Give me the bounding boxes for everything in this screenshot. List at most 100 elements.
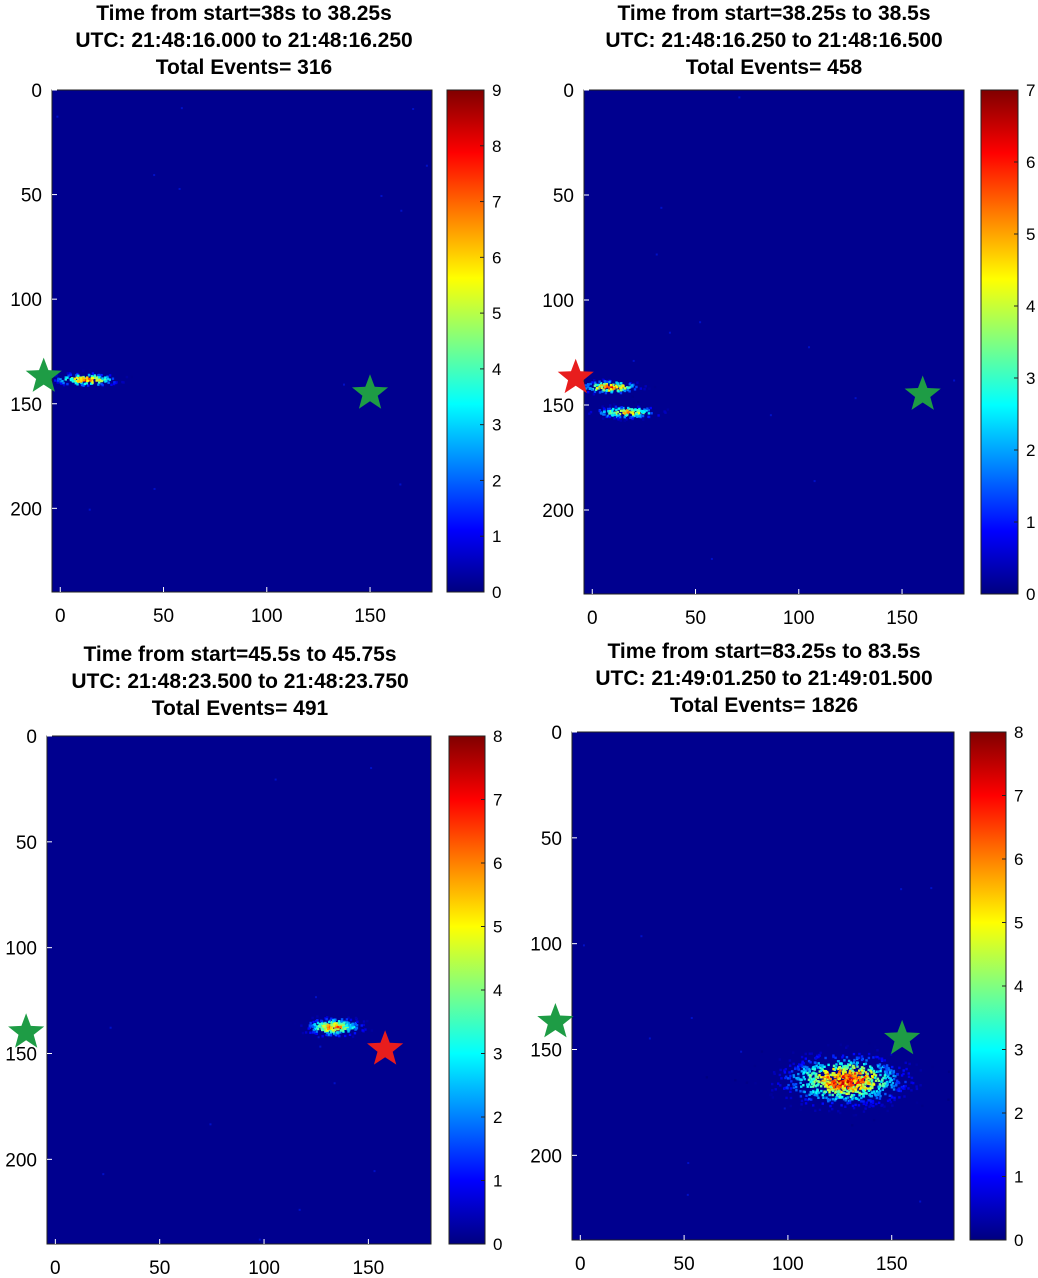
heatmap-cell	[69, 373, 72, 377]
heatmap-cell	[586, 390, 590, 394]
event-cluster	[705, 1042, 951, 1127]
heatmap-cell	[334, 1018, 337, 1021]
heatmap-cell	[881, 1065, 885, 1069]
heatmap-cell	[113, 381, 116, 384]
heatmap-cell	[919, 1069, 923, 1072]
heatmap-cell	[883, 1082, 887, 1085]
heatmap-cell	[809, 1076, 812, 1079]
heatmap-cell	[895, 1079, 899, 1082]
heatmap-cell	[826, 1086, 829, 1089]
heatmap-cell	[869, 1078, 872, 1081]
heatmap-cell	[878, 1092, 881, 1095]
heatmap-cell	[844, 1105, 847, 1108]
heatmap-cell	[91, 372, 95, 375]
heatmap-cell	[636, 381, 639, 384]
heatmap-cell	[82, 378, 86, 382]
heatmap-cell	[298, 1208, 301, 1211]
heatmap-cell	[832, 1055, 835, 1059]
heatmap-cell	[829, 1073, 832, 1077]
heatmap-background	[47, 736, 431, 1244]
heatmap-cell	[624, 410, 627, 413]
heatmap-cell	[852, 1071, 856, 1074]
heatmap-cell	[340, 1027, 344, 1030]
heatmap-cell	[842, 1088, 845, 1091]
colorbar-tick-label: 6	[493, 854, 502, 873]
chart-title-line: Time from start=83.25s to 83.5s	[607, 640, 920, 663]
heatmap-cell	[710, 557, 713, 560]
heatmap-cell	[597, 387, 600, 390]
heatmap-cell	[347, 1021, 351, 1025]
star-marker	[557, 358, 594, 394]
heatmap-cell	[584, 387, 588, 390]
heatmap-cell	[802, 1067, 806, 1071]
heatmap-cell	[335, 1024, 338, 1027]
heatmap-cell	[874, 1076, 877, 1079]
heatmap-cell	[858, 1072, 861, 1075]
heatmap-cell	[110, 383, 113, 386]
heatmap-cell	[322, 1025, 325, 1028]
heatmap-cell	[817, 1083, 820, 1086]
heatmap-cell	[339, 1031, 342, 1034]
heatmap-cell	[330, 1017, 333, 1020]
heatmap-cell	[847, 1063, 850, 1066]
heatmap-cell	[884, 1092, 887, 1096]
heatmap-cell	[83, 382, 86, 386]
x-tick-label: 50	[674, 1254, 695, 1275]
heatmap-cell	[846, 1073, 849, 1077]
plot-frame	[46, 735, 432, 1245]
heatmap-cell	[890, 1069, 893, 1072]
heatmap-cell	[838, 1095, 841, 1099]
heatmap-cell	[860, 1072, 863, 1075]
heatmap-cell	[622, 406, 625, 410]
heatmap-cell	[629, 416, 632, 419]
heatmap-cell	[845, 1076, 848, 1079]
heatmap-cell	[837, 1092, 840, 1096]
heatmap-cell	[810, 1079, 814, 1082]
colorbar-tick-label: 0	[492, 583, 501, 602]
y-tick-label: 50	[541, 829, 562, 850]
x-tick-label: 50	[153, 606, 174, 627]
heatmap-cell	[857, 1081, 860, 1084]
heatmap-cell	[634, 408, 637, 411]
heatmap-cell	[804, 1065, 807, 1069]
heatmap-cell	[838, 1082, 841, 1085]
heatmap-cell	[330, 1026, 333, 1029]
heatmap-cell	[875, 1096, 879, 1100]
heatmap-cell	[902, 1085, 906, 1088]
heatmap-cell	[657, 414, 660, 417]
heatmap-cell	[830, 1087, 834, 1090]
heatmap-cell	[74, 382, 78, 385]
heatmap-cell	[849, 1095, 853, 1099]
heatmap-cell	[314, 1027, 317, 1031]
heatmap-cell	[309, 1021, 312, 1025]
heatmap-cell	[851, 1066, 854, 1069]
heatmap-cell	[804, 1052, 807, 1056]
heatmap-cell	[615, 386, 619, 389]
heatmap-cell	[843, 1086, 847, 1089]
heatmap-cell	[640, 935, 643, 938]
heatmap-cell	[594, 383, 597, 387]
heatmap-cell	[64, 376, 68, 379]
heatmap-cell	[844, 1099, 847, 1102]
heatmap-cell	[606, 385, 609, 389]
heatmap-cell	[122, 381, 125, 384]
heatmap-cell	[883, 1070, 887, 1073]
heatmap-cell	[889, 1077, 892, 1080]
heatmap-cell	[624, 414, 627, 417]
heatmap-cell	[320, 1022, 324, 1025]
heatmap-cell	[326, 1029, 329, 1032]
heatmap-cell	[814, 1061, 817, 1065]
heatmap-cell	[317, 1024, 321, 1028]
heatmap-cell	[86, 384, 90, 387]
heatmap-cell	[178, 187, 181, 190]
heatmap-cell	[832, 1072, 835, 1075]
heatmap-cell	[772, 1071, 776, 1074]
heatmap-cell	[871, 1101, 875, 1105]
heatmap-cell	[903, 1095, 906, 1098]
heatmap-cell	[600, 411, 603, 415]
heatmap-cell	[855, 1056, 859, 1059]
heatmap-cell	[860, 1075, 864, 1079]
heatmap-cell	[90, 379, 94, 383]
heatmap-cell	[598, 380, 601, 383]
heatmap-cell	[871, 1091, 874, 1095]
